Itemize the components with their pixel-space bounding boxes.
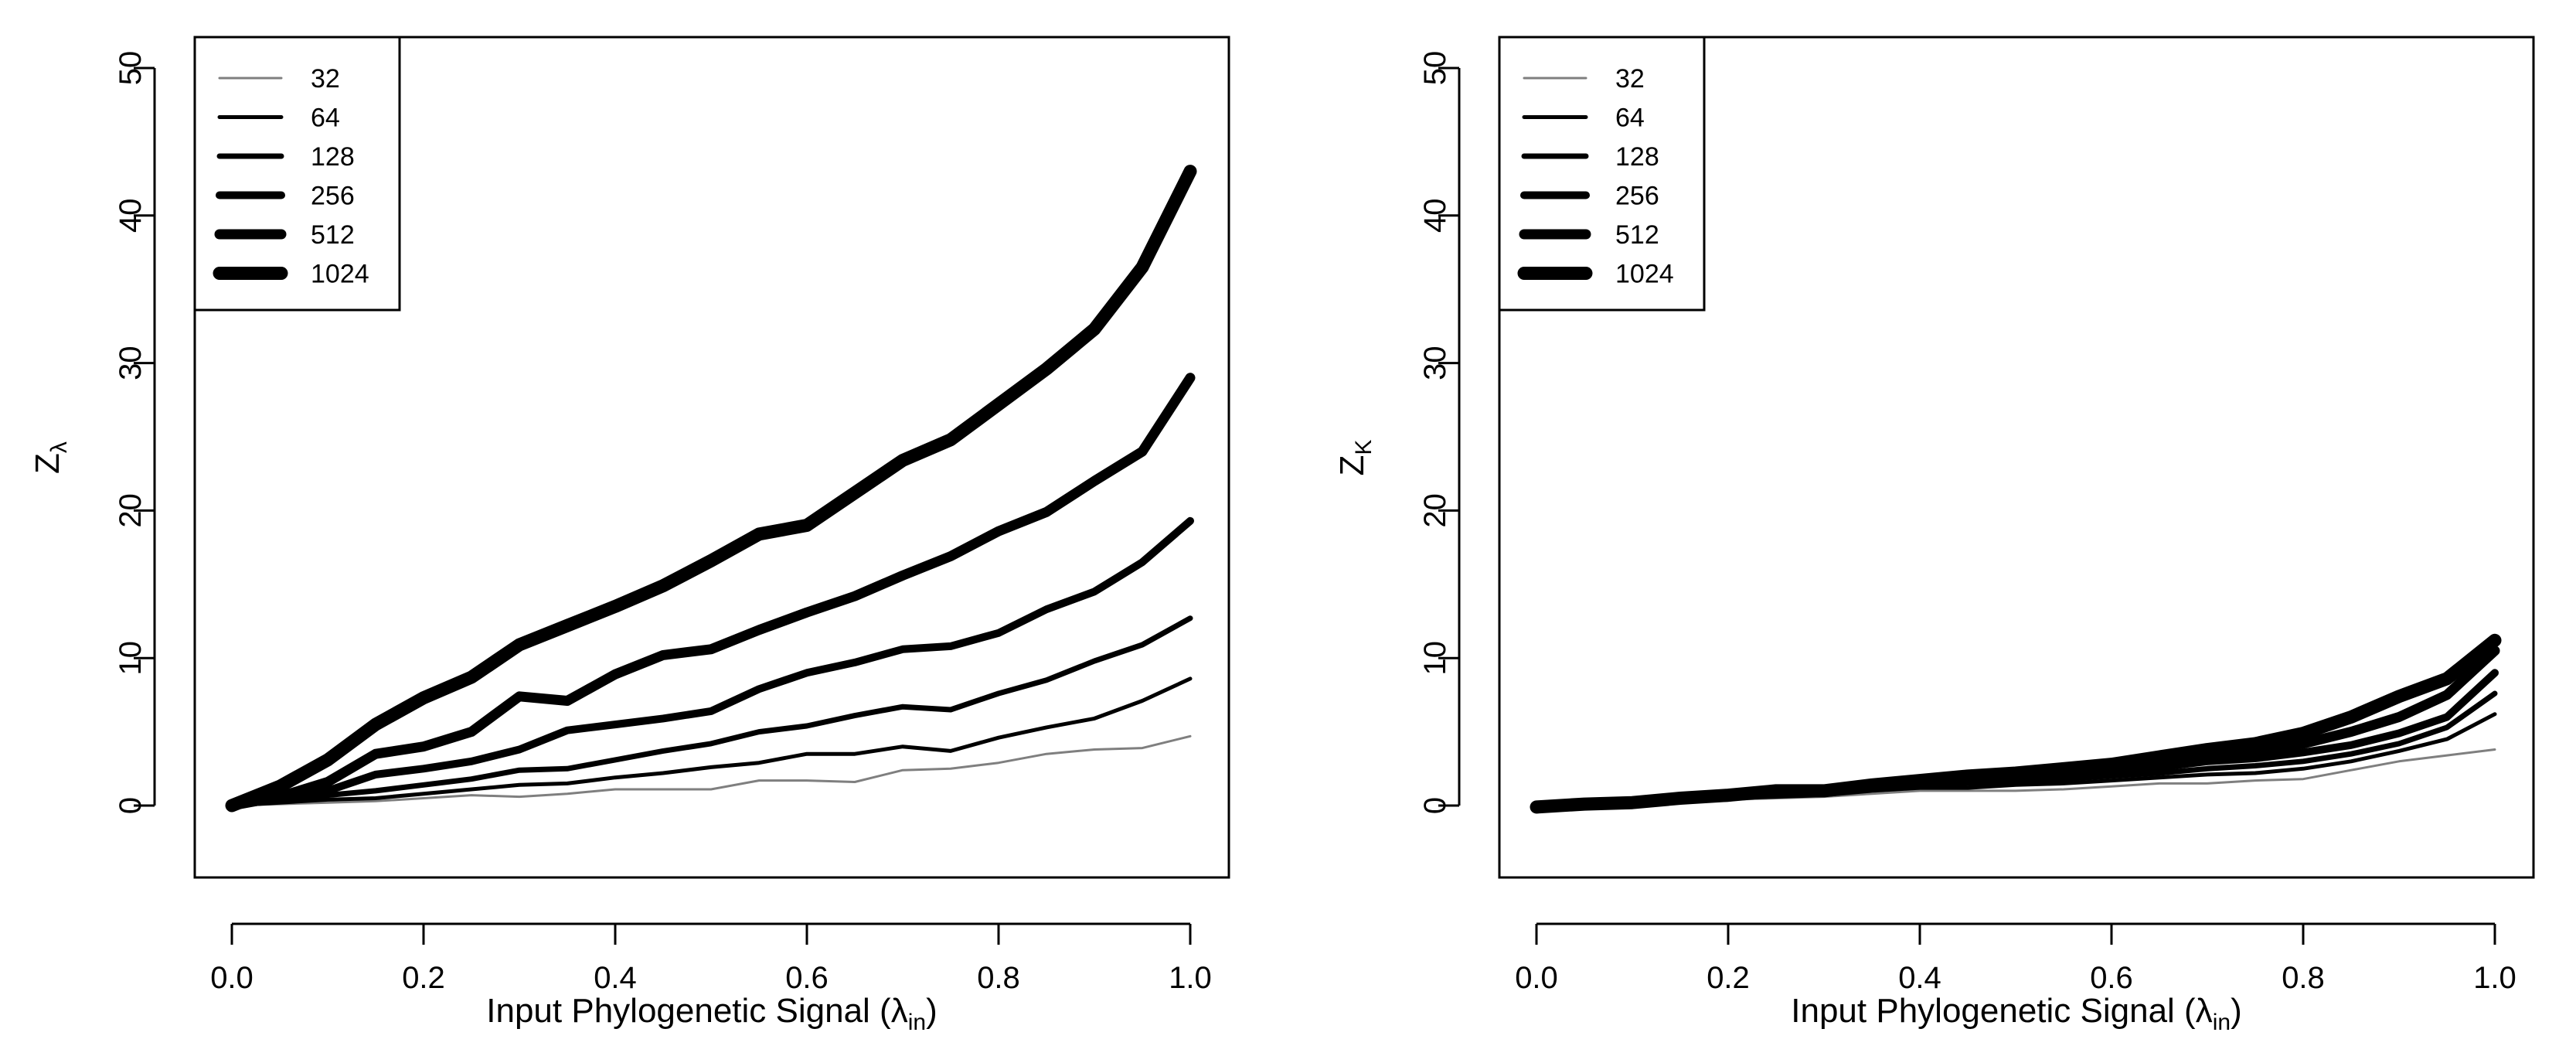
y-tick-label: 50 [114,51,148,86]
series-line-1024 [1530,633,2502,814]
x-axis-title-close: ) [926,992,938,1030]
legend-label-1024: 1024 [1615,260,1674,289]
legend-label-256: 256 [1615,182,1659,211]
legend-label-512: 512 [1615,220,1659,250]
y-axis-title: Zλ [29,441,72,474]
y-tick-label: 30 [1418,346,1452,380]
x-tick-label: 1.0 [2473,961,2516,995]
series-line-256 [1533,669,2499,811]
x-tick-label: 0.2 [1707,961,1750,995]
x-axis-title-subscript: in [2213,1010,2231,1035]
x-tick-label: 0.4 [1898,961,1941,995]
legend-label-128: 128 [1615,142,1659,172]
legend-label-32: 32 [1615,64,1645,94]
x-tick-label: 0.4 [594,961,637,995]
x-tick-label: 0.2 [402,961,445,995]
legend-label-256: 256 [311,182,355,211]
series-line-256 [228,516,1194,809]
y-tick-label: 50 [1418,51,1452,86]
chart-panel-2: 0.0 0.2 0.4 0.6 0.8 1.0 0 10 20 30 40 50 Input Phylo… [1333,36,2535,1035]
y-axis-title-main: Z [1333,455,1371,476]
x-tick-label: 0.8 [977,961,1020,995]
y-tick-label: 10 [1418,641,1452,676]
legend-box [193,36,401,312]
x-tick-label: 0.0 [1515,961,1558,995]
x-axis-title-main: Input Phylogenetic Signal (λ [1791,992,2212,1030]
legend-label-32: 32 [311,64,340,94]
y-tick-label: 40 [114,199,148,233]
legend: 32 64 128 256 512 1024 [1498,36,1706,312]
y-tick-label: 0 [1418,797,1452,814]
y-tick-label: 30 [114,346,148,380]
x-axis-title-close: ) [2231,992,2242,1030]
y-tick-label: 40 [1418,199,1452,233]
y-axis-title-subscript: λ [46,441,72,453]
series-line-32 [230,734,1192,807]
plot-frame [193,36,1230,879]
x-axis-title: Input Phylogenetic Signal (λin) [1791,992,2241,1035]
x-axis-title-subscript: in [908,1010,926,1035]
x-axis-title-main: Input Phylogenetic Signal (λ [486,992,907,1030]
series-line-1024 [225,165,1197,813]
legend-label-512: 512 [311,220,355,250]
y-axis-title: ZK [1333,440,1376,476]
legend: 32 64 128 256 512 1024 [193,36,401,312]
series-line-64 [230,676,1193,808]
series-line-512 [226,373,1196,811]
legend-label-128: 128 [311,142,355,172]
y-tick-label: 0 [114,797,148,814]
legend-label-64: 64 [1615,104,1645,133]
y-axis-title-main: Z [29,453,66,474]
y-tick-label: 20 [1418,493,1452,528]
x-tick-label: 1.0 [1169,961,1212,995]
plot-frame [1498,36,2535,879]
x-tick-label: 0.0 [210,961,254,995]
x-axis-title: Input Phylogenetic Signal (λin) [486,992,937,1035]
x-tick-label: 0.6 [2090,961,2133,995]
series-line-128 [229,615,1193,809]
legend-label-1024: 1024 [311,260,369,289]
x-tick-label: 0.8 [2282,961,2325,995]
chart-panel-1: 0.0 0.2 0.4 0.6 0.8 1.0 0 10 20 30 40 50 Input Phylo… [29,36,1230,1035]
y-tick-label: 20 [114,493,148,528]
legend-label-64: 64 [311,104,340,133]
y-axis-title-subscript: K [1351,440,1376,455]
y-tick-label: 10 [114,641,148,676]
legend-box [1498,36,1706,312]
x-tick-label: 0.6 [785,961,829,995]
